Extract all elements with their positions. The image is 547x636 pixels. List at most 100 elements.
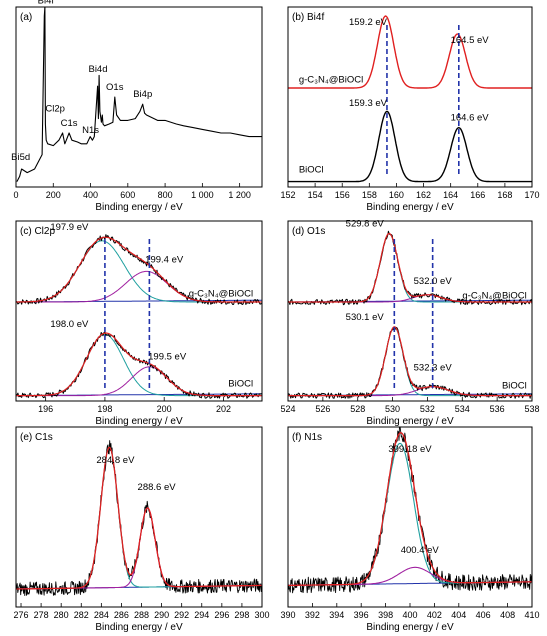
raw-line <box>288 427 532 594</box>
x-tick-label-5: 534 <box>455 404 470 414</box>
x-tick-label-0: 196 <box>38 404 53 414</box>
peak-annotation-1: 164.5 eV <box>451 35 490 46</box>
x-axis-label-f: Binding energy / eV <box>366 622 454 633</box>
peak-annotation-1: Bi5d <box>11 152 30 163</box>
raw-line <box>16 440 262 597</box>
x-tick-label-2: 156 <box>335 190 350 200</box>
x-tick-label-8: 168 <box>497 190 512 200</box>
fit-line-1 <box>288 326 532 397</box>
x-tick-label-7: 404 <box>451 610 466 620</box>
survey-line <box>16 7 262 182</box>
peak-annotation-1: 288.6 eV <box>138 482 177 493</box>
component-peak-1-0 <box>288 326 532 397</box>
x-axis-label-e: Binding energy / eV <box>95 622 183 633</box>
peak-annotation-7: Bi4p <box>133 89 152 100</box>
plot-area-e <box>16 440 262 597</box>
peak-annotation-3: 199.5 eV <box>148 352 187 363</box>
panel-title-f: (f) N1s <box>292 432 322 443</box>
x-tick-label-4: 160 <box>389 190 404 200</box>
peak-annotation-1: 400.4 eV <box>401 545 440 556</box>
peak-annotation-2: 159.3 eV <box>349 98 388 109</box>
x-tick-label-5: 286 <box>114 610 129 620</box>
x-tick-label-7: 538 <box>524 404 539 414</box>
series-line-1 <box>288 110 532 183</box>
peak-annotation-2: 198.0 eV <box>50 319 89 330</box>
x-tick-label-3: 282 <box>74 610 89 620</box>
panel-frame-b <box>287 6 533 188</box>
x-tick-label-3: 202 <box>216 404 231 414</box>
fit-line <box>16 446 262 590</box>
x-tick-label-1: 154 <box>308 190 323 200</box>
series-label-1: BiOCl <box>299 165 324 176</box>
x-tick-label-0: 390 <box>280 610 295 620</box>
series-label-1: BiOCl <box>502 380 527 391</box>
x-tick-label-1: 278 <box>34 610 49 620</box>
fit-line-0 <box>288 232 532 303</box>
x-tick-label-0: 0 <box>13 190 18 200</box>
x-tick-label-4: 532 <box>420 404 435 414</box>
panel-frame-a <box>15 6 263 188</box>
x-tick-label-3: 530 <box>385 404 400 414</box>
x-tick-label-2: 528 <box>350 404 365 414</box>
x-tick-label-8: 292 <box>174 610 189 620</box>
x-tick-label-6: 288 <box>134 610 149 620</box>
x-tick-label-9: 408 <box>500 610 515 620</box>
panel-title-e: (e) C1s <box>20 432 53 443</box>
x-tick-label-2: 394 <box>329 610 344 620</box>
panel-e: 276 278 280 282 284 286 288 290 292 294 296 298 300 B… <box>14 426 270 633</box>
raw-line-1 <box>16 331 262 399</box>
panel-d: 524 526 528 530 532 534 536 538 Binding energy /… <box>280 218 539 427</box>
plot-area-b <box>288 15 532 183</box>
peak-annotation-0: Bi4f <box>38 0 55 6</box>
peak-annotation-3: 164.6 eV <box>451 112 490 123</box>
panel-title-c: (c) Cl2p <box>20 226 55 237</box>
peak-annotation-3: C1s <box>61 118 78 129</box>
panel-c: 196 198 200 202 Binding energy / eV (c) Cl2p g… <box>15 220 263 427</box>
peak-annotation-5: Bi4d <box>88 64 107 75</box>
peak-annotation-1: 199.4 eV <box>145 254 184 265</box>
x-tick-label-2: 280 <box>54 610 69 620</box>
series-label-0: g-C₃N₄@BiOCl <box>189 289 253 300</box>
peak-annotation-0: 399.18 eV <box>388 444 432 455</box>
plot-area-c <box>16 234 262 399</box>
x-tick-label-3: 396 <box>354 610 369 620</box>
x-tick-label-9: 294 <box>194 610 209 620</box>
fit-line-0 <box>16 236 262 303</box>
x-tick-label-1: 392 <box>305 610 320 620</box>
plot-area-a <box>16 7 262 182</box>
x-tick-label-11: 298 <box>234 610 249 620</box>
x-tick-label-1: 526 <box>315 404 330 414</box>
x-tick-label-1: 198 <box>97 404 112 414</box>
raw-line-1 <box>288 326 532 399</box>
peak-annotation-6: O1s <box>106 82 124 93</box>
x-axis-label-d: Binding energy / eV <box>366 416 454 427</box>
plot-area-d <box>288 230 532 399</box>
component-peak-1-1 <box>16 366 262 397</box>
peak-annotation-0: 284.8 eV <box>96 455 135 466</box>
x-tick-label-3: 600 <box>120 190 135 200</box>
panel-b: 152 154 156 158 160 162 164 166 168 170 Binding en… <box>280 6 540 213</box>
x-tick-label-5: 162 <box>416 190 431 200</box>
x-tick-label-5: 1 000 <box>191 190 214 200</box>
x-tick-label-2: 400 <box>83 190 98 200</box>
component-peak-0 <box>16 446 262 590</box>
x-tick-label-10: 296 <box>214 610 229 620</box>
panel-a: 0 200 400 600 800 1 000 1 200 Binding energy / … <box>11 0 263 213</box>
panel-frame-c <box>15 220 263 402</box>
x-tick-label-4: 398 <box>378 610 393 620</box>
panel-title-d: (d) O1s <box>292 226 325 237</box>
x-axis-label-a: Binding energy / eV <box>95 202 183 213</box>
x-tick-label-4: 800 <box>158 190 173 200</box>
panel-title-a: (a) <box>20 12 32 23</box>
peak-annotation-2: 530.1 eV <box>346 312 385 323</box>
fit-line-1 <box>16 332 262 397</box>
x-axis-label-b: Binding energy / eV <box>366 202 454 213</box>
x-tick-label-4: 284 <box>94 610 109 620</box>
peak-annotation-0: 197.9 eV <box>50 222 89 233</box>
x-tick-label-9: 170 <box>524 190 539 200</box>
panel-f: 390 392 394 396 398 400 402 404 406 408 410 Binding… <box>280 426 540 633</box>
panel-frame-d <box>287 220 533 402</box>
series-label-0: g-C₃N₄@BiOCl <box>462 290 526 301</box>
peak-annotation-3: 532.3 eV <box>414 362 453 373</box>
